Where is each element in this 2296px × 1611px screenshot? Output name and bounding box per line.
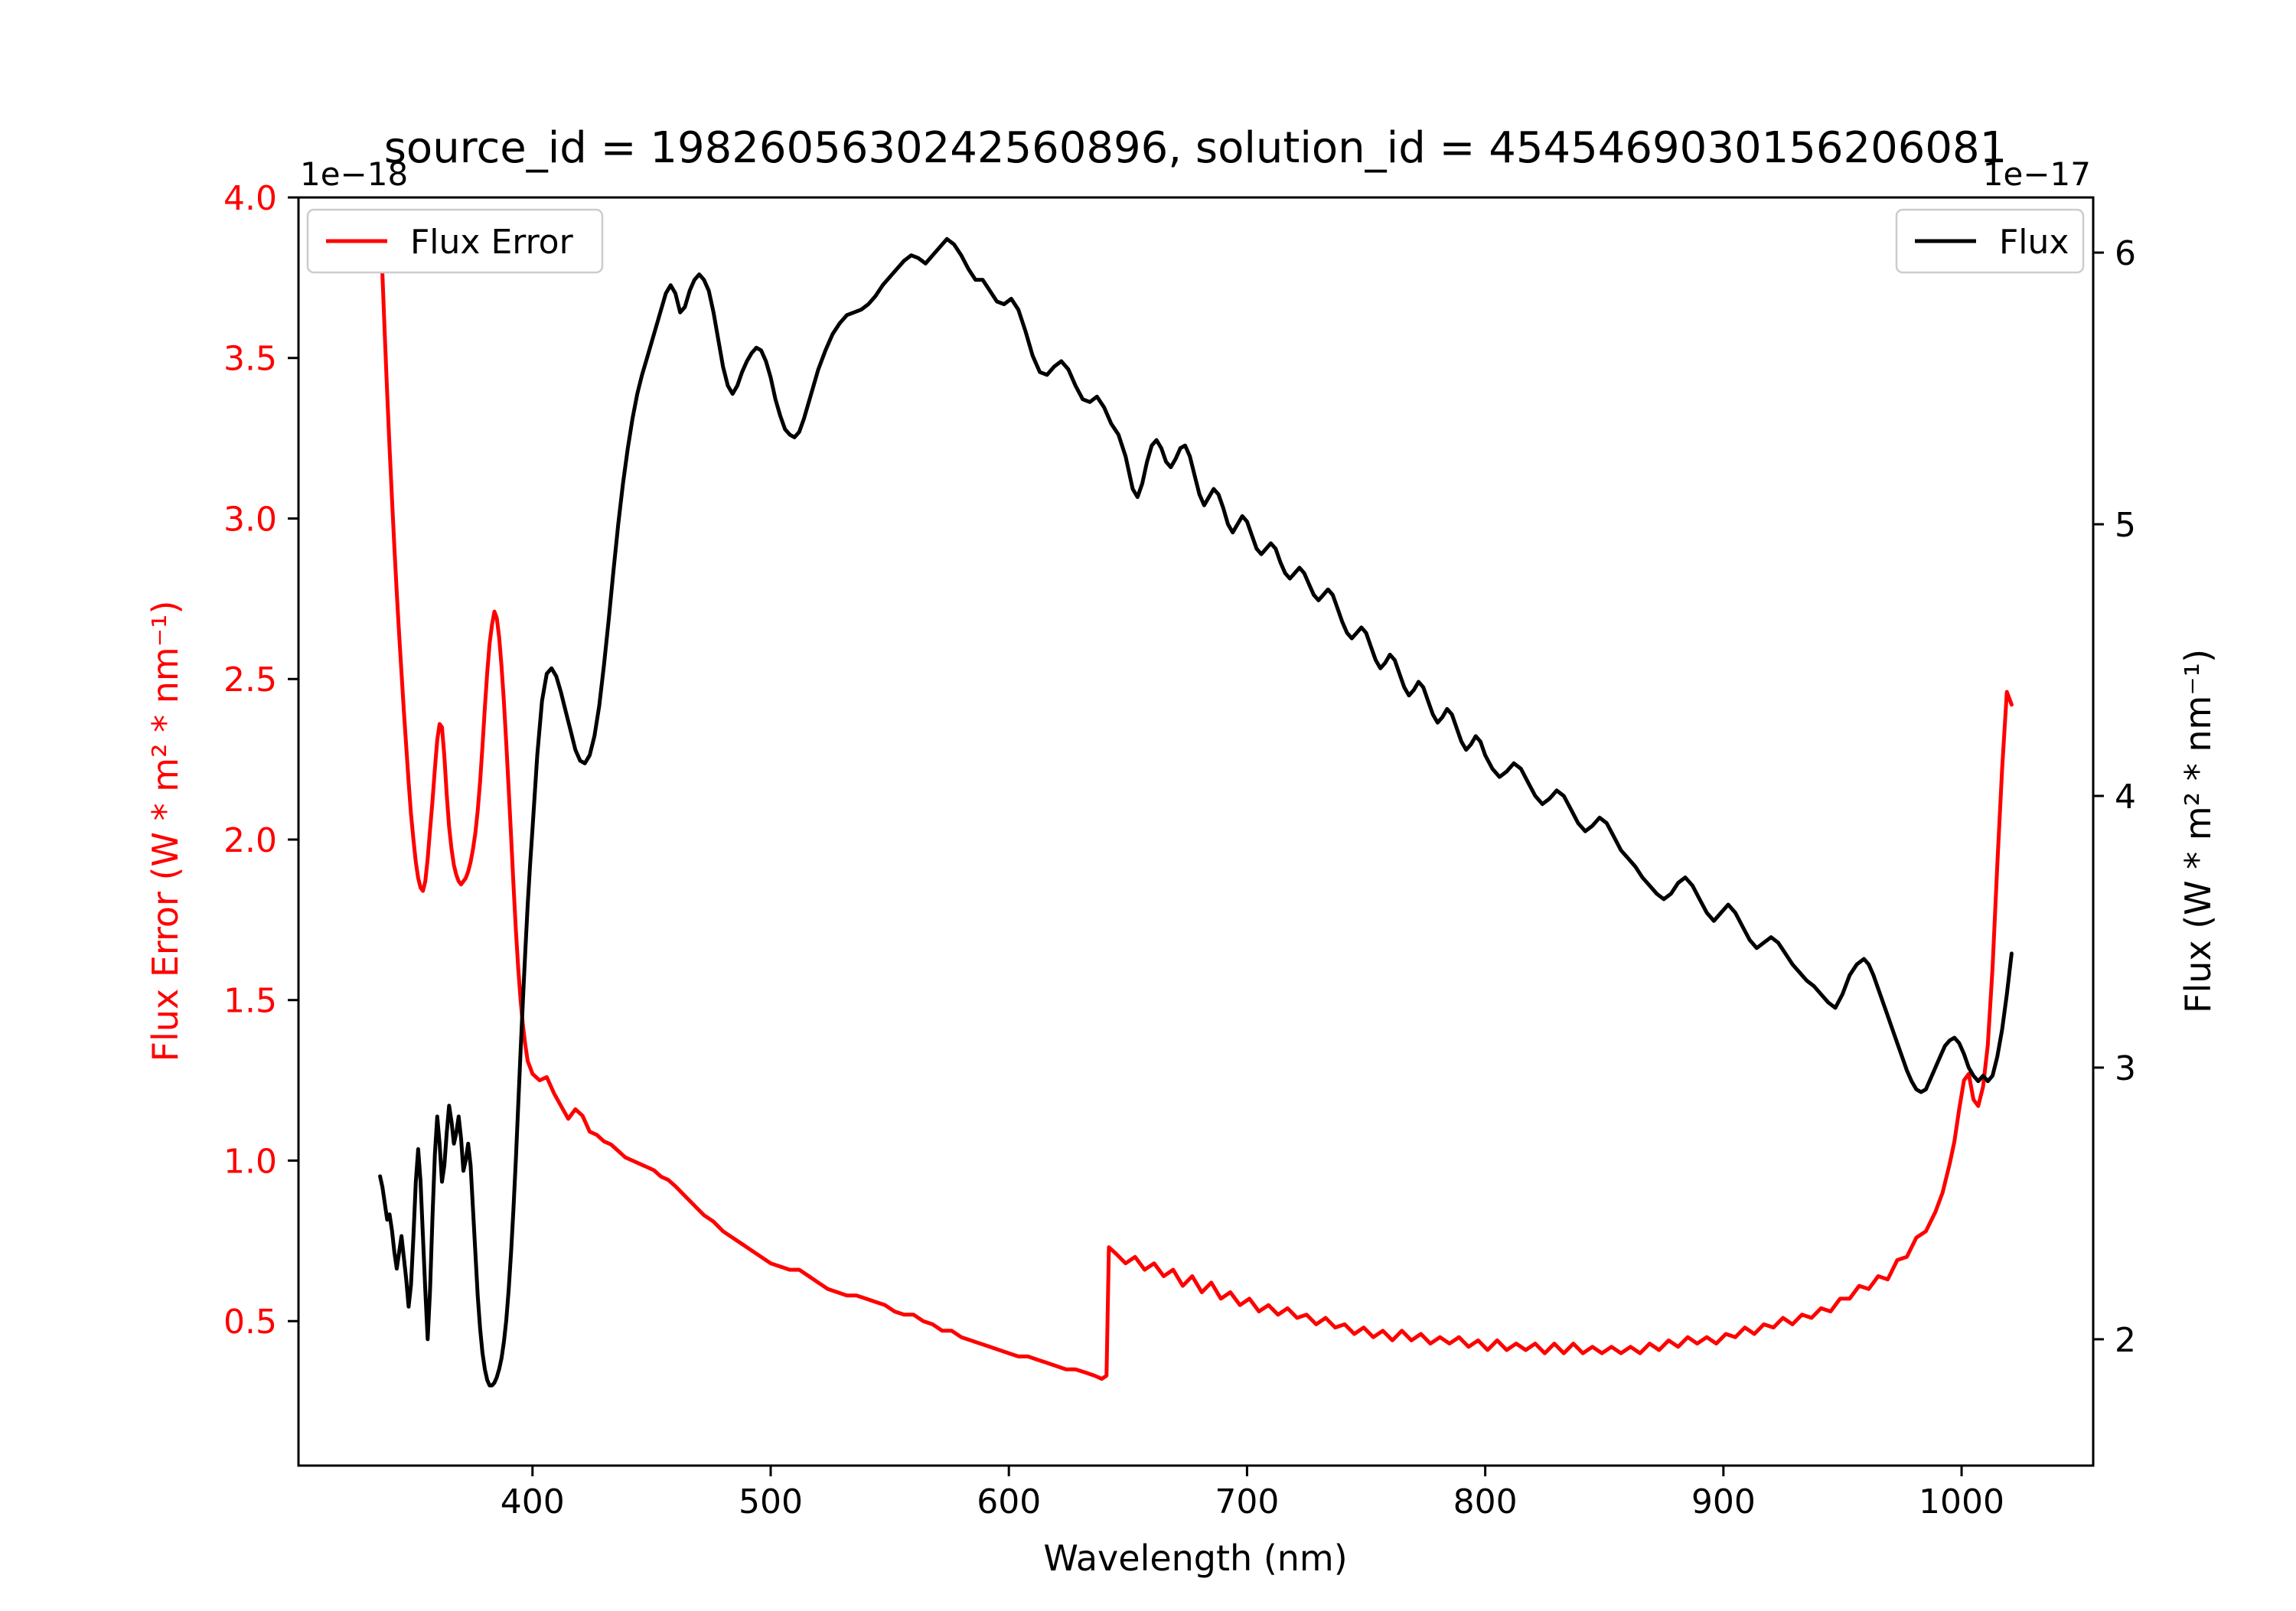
y-left-tick-label: 4.0 [223, 179, 277, 218]
y-left-tick-label: 1.5 [223, 982, 277, 1021]
legend-flux: Flux [1895, 208, 2085, 274]
y-left-tick-label: 2.0 [223, 821, 277, 860]
y-left-tick-label: 0.5 [223, 1303, 277, 1342]
plot-area-border [297, 196, 2095, 1467]
right-axis-offset-label: 1e−17 [1983, 155, 2091, 193]
y-axis-label-right: Flux (W * m² * nm⁻¹) [2177, 649, 2219, 1013]
x-tick-label: 900 [1691, 1482, 1756, 1521]
legend-flux-error-box [306, 208, 604, 274]
x-tick-label: 1000 [1919, 1482, 2004, 1521]
x-tick-label: 600 [977, 1482, 1041, 1521]
y-right-tick-label: 5 [2115, 506, 2136, 545]
y-right-tick-label: 2 [2115, 1321, 2136, 1360]
x-tick-label: 700 [1215, 1482, 1279, 1521]
axis-ticks: 400 500 600 700 800 900 1000 0.5 1.0 1.5 2.0 2.5 3.0… [223, 179, 2136, 1521]
legend-flux-label: Flux [1999, 223, 2069, 262]
chart-title: source_id = 1982605630242560896, solutio… [384, 123, 2007, 173]
y-left-tick-label: 1.0 [223, 1142, 277, 1181]
y-left-tick-label: 2.5 [223, 660, 277, 700]
y-right-tick-label: 4 [2115, 778, 2136, 817]
flux-error-line [378, 211, 2014, 1381]
y-right-tick-label: 3 [2115, 1049, 2136, 1088]
legend-flux-box [1895, 208, 2085, 274]
x-tick-label: 500 [739, 1482, 803, 1521]
y-right-tick-label: 6 [2115, 234, 2136, 273]
y-left-tick-label: 3.0 [223, 500, 277, 539]
x-tick-label: 800 [1453, 1482, 1518, 1521]
legend-flux-error: Flux Error [306, 208, 604, 274]
x-tick-label: 400 [501, 1482, 565, 1521]
left-axis-offset-label: 1e−18 [300, 155, 408, 193]
y-left-tick-label: 3.5 [223, 340, 277, 379]
x-axis-label: Wavelength (nm) [1043, 1538, 1347, 1579]
y-axis-label-left: Flux Error (W * m² * nm⁻¹) [145, 601, 186, 1062]
legend-flux-error-label: Flux Error [410, 223, 574, 262]
flux-line [378, 236, 2014, 1388]
